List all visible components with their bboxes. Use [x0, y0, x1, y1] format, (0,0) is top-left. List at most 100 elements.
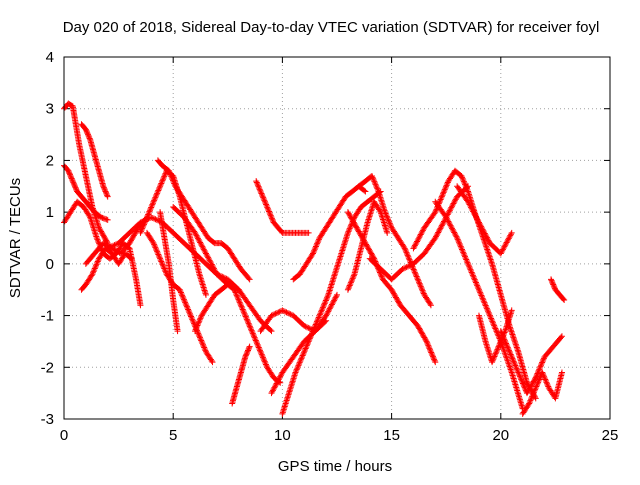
trace-marker [200, 244, 207, 251]
trace-marker [431, 357, 438, 364]
trace-marker [386, 219, 393, 226]
trace-marker [327, 304, 334, 311]
trace-marker [521, 383, 528, 390]
data-point [126, 229, 133, 236]
trace-marker [471, 211, 478, 218]
trace-marker [161, 265, 168, 272]
data-point [85, 183, 92, 190]
data-point [279, 410, 286, 417]
trace-marker [529, 392, 536, 399]
trace-marker [420, 333, 427, 340]
trace-marker [167, 170, 174, 177]
trace-marker [347, 224, 354, 231]
trace-marker [91, 266, 98, 273]
trace-marker [465, 200, 472, 207]
trace-marker [498, 330, 505, 337]
data-point [202, 348, 209, 355]
series-arc-24 [410, 167, 539, 402]
trace-marker [325, 307, 332, 314]
y-tick-label: 0 [46, 256, 54, 273]
trace-marker [483, 234, 490, 241]
trace-marker [389, 288, 396, 295]
trace-marker [503, 340, 510, 347]
data-point [91, 152, 98, 159]
trace-marker [99, 214, 106, 221]
trace-marker [517, 373, 524, 380]
y-tick-label: -3 [41, 411, 54, 428]
trace-marker [454, 236, 461, 243]
trace-marker [255, 343, 262, 350]
trace-marker [378, 273, 385, 280]
trace-marker [346, 283, 353, 290]
data-point [178, 193, 185, 200]
trace-marker [542, 377, 549, 384]
series-arc-17 [279, 188, 384, 417]
data-point [561, 297, 568, 304]
trace-marker [473, 213, 480, 220]
y-tick-label: -2 [41, 359, 54, 376]
data-point [497, 328, 504, 335]
trace-marker [94, 258, 101, 265]
trace-marker [243, 316, 250, 323]
trace-marker [348, 215, 355, 222]
trace-marker [258, 351, 265, 358]
trace-marker [372, 181, 379, 188]
trace-marker [412, 270, 419, 277]
data-point [148, 214, 155, 221]
trace-marker [66, 170, 73, 177]
trace-marker [453, 233, 460, 240]
trace-marker [270, 386, 277, 393]
series-arc-22 [344, 198, 391, 293]
data-point [445, 178, 452, 185]
trace-marker [470, 208, 477, 215]
data-point [548, 276, 555, 283]
data-point [279, 229, 286, 236]
data-point [196, 333, 203, 340]
data-point [229, 400, 236, 407]
trace-marker [102, 236, 109, 243]
trace-marker [433, 232, 440, 239]
trace-marker [326, 305, 333, 312]
trace-marker [167, 172, 174, 179]
trace-marker [195, 331, 202, 338]
trace-marker [545, 383, 552, 390]
trace-marker [513, 365, 520, 372]
trace-marker [446, 221, 453, 228]
data-point [552, 286, 559, 293]
trace-marker [471, 275, 478, 282]
data-point [397, 302, 404, 309]
trace-marker [293, 368, 300, 375]
trace-marker [138, 218, 145, 225]
trace-marker [152, 244, 159, 251]
trace-marker [312, 243, 319, 250]
trace-marker [69, 176, 76, 183]
trace-marker [168, 173, 175, 180]
trace-marker [249, 330, 256, 337]
trace-marker [441, 187, 448, 194]
x-axis-label: GPS time / hours [278, 458, 392, 475]
trace-marker [277, 372, 284, 379]
trace-marker [210, 264, 217, 271]
trace-marker [526, 384, 533, 391]
trace-marker [155, 186, 162, 193]
trace-marker [402, 264, 409, 271]
data-point [334, 291, 340, 298]
trace-marker [491, 322, 498, 329]
data-point [253, 178, 260, 185]
trace-marker [481, 230, 488, 237]
trace-marker [156, 254, 163, 261]
data-point [257, 348, 264, 355]
trace-marker [444, 217, 451, 224]
trace-marker [232, 289, 239, 296]
trace-marker [261, 358, 268, 365]
trace-marker [241, 310, 248, 317]
trace-marker [355, 228, 362, 235]
trace-marker [400, 244, 407, 251]
trace-marker [536, 376, 543, 383]
trace-marker [197, 334, 204, 341]
trace-marker [413, 273, 420, 280]
data-point [388, 224, 395, 231]
data-point [323, 224, 330, 231]
trace-marker [274, 379, 281, 386]
trace-marker [467, 266, 474, 273]
